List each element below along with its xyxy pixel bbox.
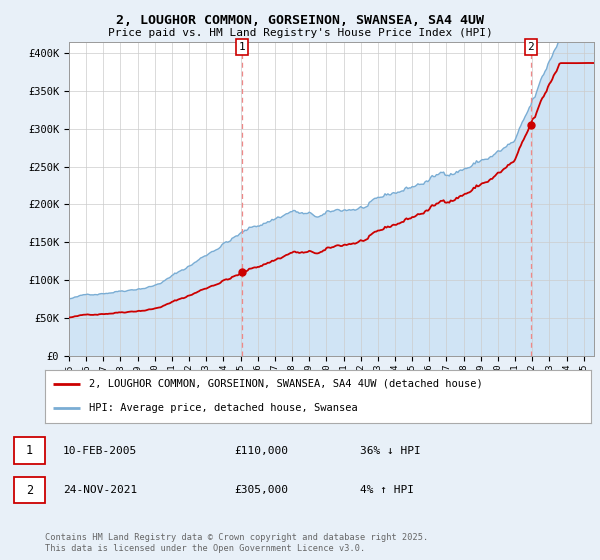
Text: 1: 1: [239, 42, 245, 52]
Text: HPI: Average price, detached house, Swansea: HPI: Average price, detached house, Swan…: [89, 403, 358, 413]
Text: 2, LOUGHOR COMMON, GORSEINON, SWANSEA, SA4 4UW (detached house): 2, LOUGHOR COMMON, GORSEINON, SWANSEA, S…: [89, 379, 482, 389]
Text: £110,000: £110,000: [234, 446, 288, 456]
Text: 4% ↑ HPI: 4% ↑ HPI: [360, 485, 414, 495]
Text: 10-FEB-2005: 10-FEB-2005: [63, 446, 137, 456]
Text: £305,000: £305,000: [234, 485, 288, 495]
Text: Price paid vs. HM Land Registry's House Price Index (HPI): Price paid vs. HM Land Registry's House …: [107, 28, 493, 38]
Text: Contains HM Land Registry data © Crown copyright and database right 2025.
This d: Contains HM Land Registry data © Crown c…: [45, 533, 428, 553]
Text: 36% ↓ HPI: 36% ↓ HPI: [360, 446, 421, 456]
Text: 2: 2: [26, 483, 33, 497]
Text: 1: 1: [26, 444, 33, 458]
Text: 2: 2: [527, 42, 534, 52]
Text: 24-NOV-2021: 24-NOV-2021: [63, 485, 137, 495]
Text: 2, LOUGHOR COMMON, GORSEINON, SWANSEA, SA4 4UW: 2, LOUGHOR COMMON, GORSEINON, SWANSEA, S…: [116, 14, 484, 27]
